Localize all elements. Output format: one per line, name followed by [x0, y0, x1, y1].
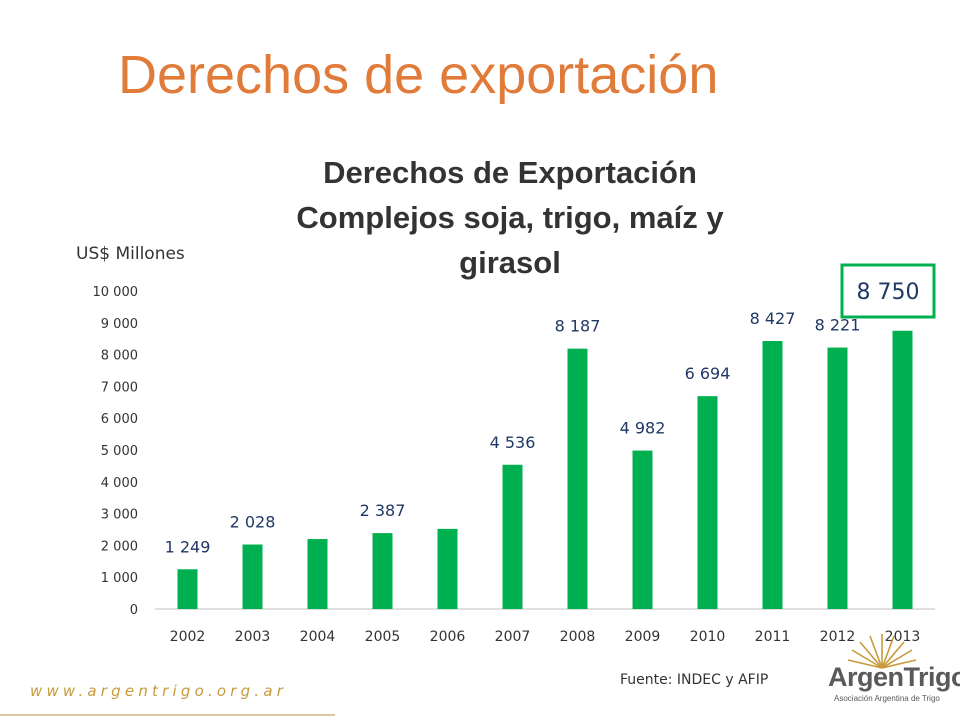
y-tick-label: 0	[130, 603, 138, 618]
x-tick-label: 2004	[300, 629, 336, 645]
website-link[interactable]: www.argentrigo.org.ar	[30, 682, 288, 700]
data-label: 2 387	[360, 501, 406, 520]
data-label: 4 982	[620, 419, 666, 438]
chart-title-line-3: girasol	[459, 245, 561, 280]
slide-title: Derechos de exportación	[118, 45, 719, 105]
y-tick-label: 4 000	[101, 476, 138, 491]
x-tick-label: 2007	[495, 629, 531, 645]
argentrigo-logo: ArgenTrigo Asociación Argentina de Trigo	[812, 630, 960, 710]
x-tick-label: 2003	[235, 629, 271, 645]
bar	[567, 348, 588, 609]
y-tick-label: 9 000	[101, 317, 138, 332]
x-tick-label: 2013	[885, 629, 921, 645]
x-tick-label: 2002	[170, 629, 206, 645]
x-tick-label: 2009	[625, 629, 661, 645]
bar	[372, 533, 393, 609]
chart-title-line-1: Derechos de Exportación	[323, 155, 697, 190]
y-tick-label: 6 000	[101, 412, 138, 427]
data-label: 8 221	[815, 316, 861, 335]
data-label: 6 694	[685, 364, 731, 383]
x-tick-label: 2011	[755, 629, 791, 645]
data-label: 2 028	[230, 513, 276, 532]
logo-subtitle: Asociación Argentina de Trigo	[834, 694, 940, 703]
x-tick-label: 2005	[365, 629, 401, 645]
source-note: Fuente: INDEC y AFIP	[620, 672, 769, 688]
x-tick-label: 2008	[560, 629, 596, 645]
wheat-rays-icon	[847, 634, 917, 669]
data-label: 8 187	[555, 317, 601, 336]
x-tick-label: 2010	[690, 629, 726, 645]
bar	[242, 544, 263, 609]
bar	[827, 347, 848, 609]
y-tick-label: 7 000	[101, 380, 138, 395]
bar	[307, 539, 328, 609]
bar	[177, 569, 198, 609]
bar	[632, 450, 653, 609]
y-tick-label: 10 000	[93, 285, 139, 300]
logo-wordmark: ArgenTrigo	[828, 662, 960, 692]
chart-title: Derechos de Exportación Complejos soja, …	[230, 150, 790, 285]
data-label: 8 427	[750, 309, 796, 328]
y-tick-label: 3 000	[101, 508, 138, 523]
bar	[697, 396, 718, 609]
chart-title-line-2: Complejos soja, trigo, maíz y	[296, 200, 724, 235]
bar	[437, 528, 458, 609]
x-tick-label: 2006	[430, 629, 466, 645]
y-axis-unit-label: US$ Millones	[76, 244, 185, 264]
y-tick-label: 8 000	[101, 349, 138, 364]
y-tick-label: 5 000	[101, 444, 138, 459]
data-label: 4 536	[490, 433, 536, 452]
y-tick-label: 2 000	[101, 539, 138, 554]
bar	[762, 341, 783, 609]
bar	[502, 464, 523, 609]
highlight-box	[840, 263, 936, 319]
footer-divider	[0, 714, 335, 716]
data-label-highlighted: 8 750	[857, 280, 920, 305]
y-tick-label: 1 000	[101, 571, 138, 586]
data-label: 1 249	[165, 537, 211, 556]
bar	[892, 330, 913, 609]
x-tick-label: 2012	[820, 629, 856, 645]
